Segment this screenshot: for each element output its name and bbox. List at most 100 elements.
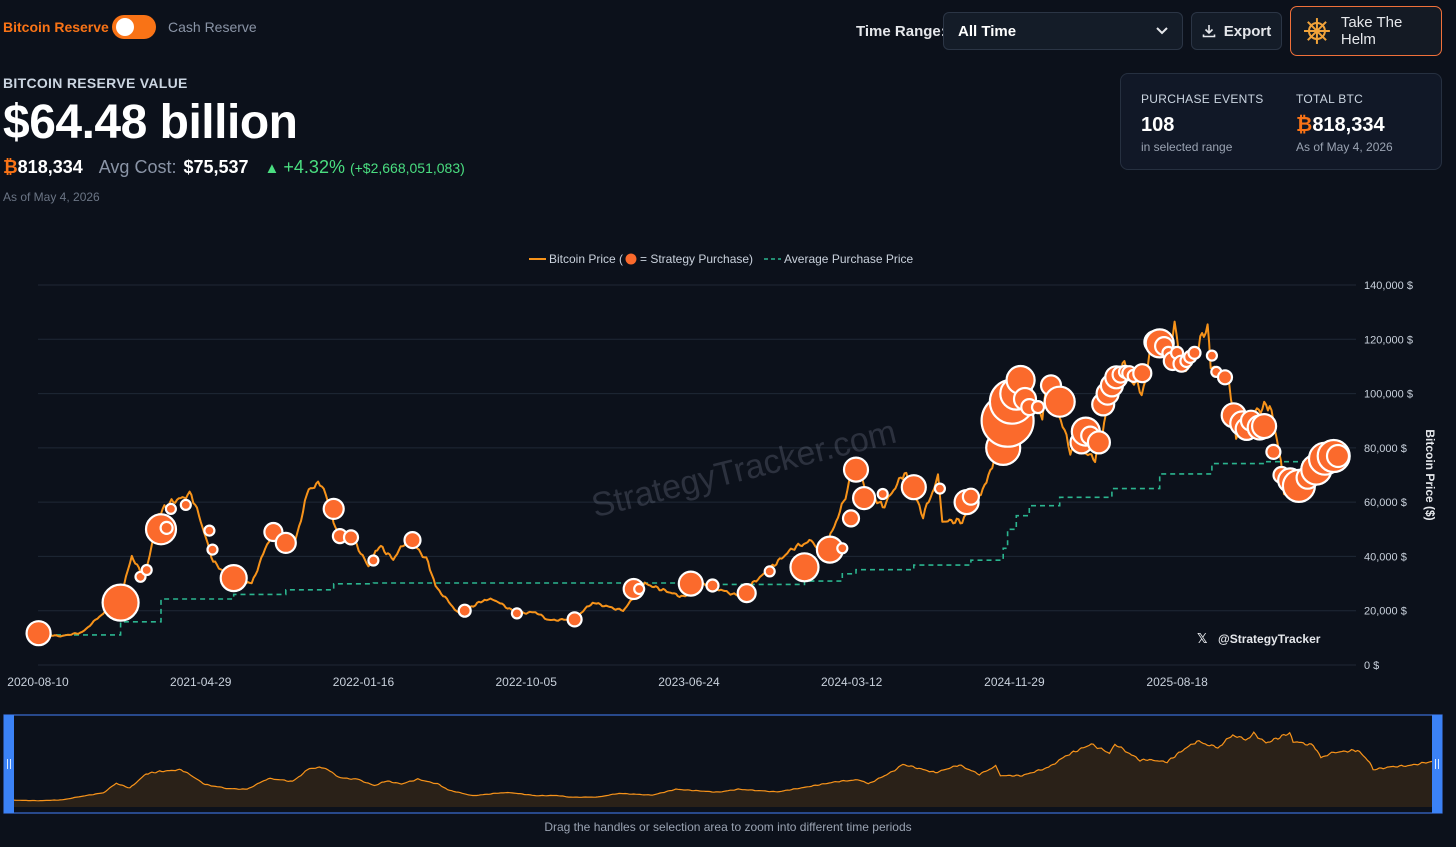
- x-tick-label: 2022-10-05: [496, 675, 558, 689]
- stats-card: PURCHASE EVENTS 108 in selected range TO…: [1120, 73, 1442, 170]
- reserve-value: $64.48 billion: [3, 96, 298, 149]
- x-tick-label: 2021-04-29: [170, 675, 232, 689]
- x-tick-label: 2022-01-16: [333, 675, 395, 689]
- purchase-marker: [789, 552, 820, 583]
- purchase-marker: [179, 498, 192, 511]
- avg-cost-label: Avg Cost:: [98, 157, 177, 177]
- purchase-marker: [457, 603, 472, 618]
- download-icon: [1202, 25, 1216, 38]
- btc-amount: 818,334: [17, 157, 83, 177]
- purchase-marker: [842, 456, 870, 483]
- purchase-marker: [1325, 443, 1351, 469]
- navigator-line: [13, 731, 1433, 802]
- y-tick-label: 100,000 $: [1364, 389, 1413, 401]
- purchase-marker: [219, 563, 248, 593]
- x-handle: 𝕏 @StrategyTracker: [1197, 631, 1321, 646]
- purchase-marker: [164, 502, 177, 515]
- export-button[interactable]: Export: [1191, 12, 1282, 50]
- purchase-marker: [566, 611, 583, 628]
- x-tick-label: 2023-06-24: [658, 675, 720, 689]
- purchase-marker: [841, 509, 861, 528]
- purchase-marker: [510, 607, 524, 620]
- total-btc-sub: As of May 4, 2026: [1296, 140, 1393, 154]
- purchase-marker: [274, 531, 297, 555]
- grid-lines: [38, 284, 1356, 666]
- purchase-marker: [101, 583, 140, 622]
- purchase-events-value: 108: [1141, 114, 1175, 136]
- export-label: Export: [1223, 22, 1272, 40]
- total-btc-value-wrap: ₿818,334: [1296, 114, 1385, 137]
- navigator-hint: Drag the handles or selection area to zo…: [544, 820, 912, 834]
- change-percent: +4.32%: [283, 157, 345, 177]
- y-axis-title: Bitcoin Price ($): [1423, 429, 1437, 520]
- avg-price-line: [38, 460, 1339, 636]
- as-of-date: As of May 4, 2026: [3, 190, 100, 204]
- navigator-area: [14, 732, 1432, 807]
- reserve-toggle-switch[interactable]: [112, 15, 156, 39]
- y-axis-ticks: 0 $ 20,000 $ 40,000 $ 60,000 $ 80,000 $ 100,0…: [1364, 280, 1413, 672]
- purchase-marker: [763, 565, 776, 578]
- purchase-events-sub: in selected range: [1141, 140, 1233, 154]
- x-tick-label: 2020-08-10: [7, 675, 69, 689]
- purchase-events-label: PURCHASE EVENTS: [1141, 92, 1264, 106]
- handle-text: @StrategyTracker: [1218, 632, 1321, 646]
- time-range-value: All Time: [958, 22, 1017, 40]
- purchase-marker: [206, 543, 219, 556]
- purchase-marker: [1043, 385, 1076, 418]
- purchase-marker: [1187, 345, 1202, 360]
- legend-price-prefix: Bitcoin Price (: [549, 252, 623, 266]
- purchase-marker: [900, 474, 927, 501]
- change-absolute: (+$2,668,051,083): [349, 160, 465, 176]
- left-handle[interactable]: [4, 715, 14, 813]
- time-range-label: Time Range:: [856, 23, 946, 40]
- chart-legend: Bitcoin Price ( = Strategy Purchase) Ave…: [529, 252, 914, 266]
- time-range-select[interactable]: All Time: [943, 12, 1183, 50]
- total-btc-label: TOTAL BTC: [1296, 92, 1364, 106]
- purchase-marker: [1216, 369, 1234, 386]
- x-tick-label: 2024-03-12: [821, 675, 883, 689]
- purchase-marker: [159, 520, 174, 536]
- toggle-knob: [116, 18, 134, 36]
- legend-purchase-dot: [625, 253, 637, 265]
- purchase-marker: [1250, 413, 1278, 440]
- purchase-marker: [1265, 443, 1282, 460]
- y-tick-label: 140,000 $: [1364, 280, 1413, 292]
- purchase-marker: [876, 487, 889, 501]
- range-navigator[interactable]: [0, 712, 1456, 816]
- btc-symbol: ₿: [3, 157, 18, 177]
- purchase-marker: [1030, 400, 1046, 415]
- x-logo-icon: 𝕏: [1197, 631, 1208, 646]
- triangle-up-icon: ▲: [264, 160, 280, 177]
- purchase-marker: [933, 482, 947, 495]
- purchase-markers: [25, 328, 1351, 647]
- bitcoin-price-chart[interactable]: Bitcoin Price ( = Strategy Purchase) Ave…: [0, 230, 1456, 700]
- purchase-marker: [322, 497, 345, 520]
- purchase-marker: [677, 570, 704, 597]
- y-tick-label: 80,000 $: [1364, 443, 1407, 455]
- purchase-marker: [403, 530, 422, 550]
- cash-reserve-label[interactable]: Cash Reserve: [168, 19, 257, 35]
- take-the-helm-button[interactable]: Take The Helm: [1290, 6, 1442, 56]
- y-tick-label: 40,000 $: [1364, 551, 1407, 563]
- reserve-stats-line: ₿ 818,334 Avg Cost: $75,537 ▲ +4.32% (+$…: [3, 157, 465, 178]
- x-axis-ticks: 2020-08-10 2021-04-29 2022-01-16 2022-10-05…: [7, 675, 1208, 689]
- right-handle[interactable]: [1432, 715, 1442, 813]
- chevron-down-icon: [1156, 27, 1168, 35]
- purchase-marker: [1205, 349, 1219, 362]
- bitcoin-reserve-label[interactable]: Bitcoin Reserve: [3, 19, 109, 35]
- total-btc-symbol: ₿: [1296, 114, 1313, 136]
- total-btc-value: 818,334: [1312, 114, 1385, 136]
- purchase-marker: [705, 578, 720, 593]
- y-tick-label: 120,000 $: [1364, 334, 1413, 346]
- helm-label: Take The Helm: [1340, 14, 1403, 48]
- x-tick-label: 2025-08-18: [1146, 675, 1208, 689]
- purchase-marker: [851, 486, 877, 511]
- purchase-marker: [961, 487, 981, 506]
- y-tick-label: 0 $: [1364, 660, 1379, 672]
- purchase-marker: [1086, 430, 1112, 455]
- purchase-marker: [367, 554, 380, 567]
- purchase-marker: [25, 620, 52, 647]
- ship-wheel-icon: [1303, 18, 1330, 44]
- avg-cost-value: $75,537: [183, 157, 249, 177]
- y-tick-label: 60,000 $: [1364, 497, 1407, 509]
